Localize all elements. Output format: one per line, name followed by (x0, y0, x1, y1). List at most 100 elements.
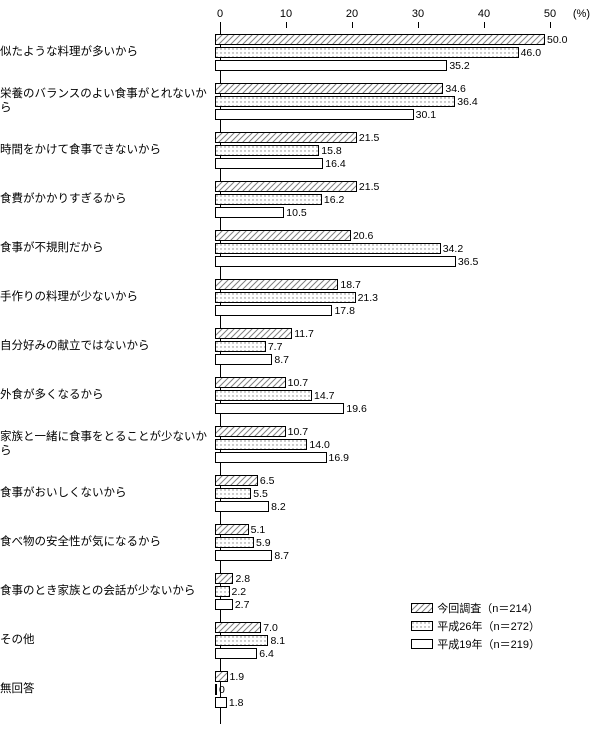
category-label: その他 (0, 634, 215, 648)
bar: 50.0 (215, 34, 545, 45)
bar: 21.5 (215, 181, 357, 192)
bar: 21.5 (215, 132, 357, 143)
bar-value: 10.5 (286, 207, 306, 219)
category-label: 外食が多くなるから (0, 389, 215, 403)
legend: 今回調査（n＝214） 平成26年（n＝272） 平成19年（n＝219） (411, 598, 540, 654)
category-label: 自分好みの献立ではないから (0, 340, 215, 354)
bar-value: 8.7 (274, 550, 289, 562)
bar: 20.6 (215, 230, 351, 241)
category-row: 外食が多くなるから10.7 14.7 19.6 (0, 371, 590, 420)
bar-value: 5.1 (251, 524, 266, 536)
category-row: 食事が不規則だから20.634.236.5 (0, 224, 590, 273)
bar: 5.5 (215, 488, 251, 499)
bar: 8.2 (215, 501, 269, 512)
bar: 30.1 (215, 109, 414, 120)
bar: 46.0 (215, 47, 519, 58)
legend-label: 平成26年（n＝272） (437, 618, 540, 634)
category-row: 食べ物の安全性が気になるから5.15.98.7 (0, 518, 590, 567)
category-label: 手作りの料理が少ないから (0, 291, 215, 305)
bar-value: 6.4 (259, 648, 274, 660)
axis-unit: (%) (573, 8, 590, 20)
bar: 14.7 (215, 390, 312, 401)
bar-value: 0 (219, 684, 225, 696)
bar: 6.4 (215, 648, 257, 659)
bar-value: 15.8 (321, 145, 341, 157)
axis-tick: 0 (217, 8, 223, 20)
bar-value: 21.3 (358, 292, 378, 304)
bar-value: 16.9 (329, 452, 349, 464)
category-label: 時間をかけて食事できないから (0, 144, 215, 158)
category-row: 食費がかかりすぎるから21.516.210.5 (0, 175, 590, 224)
bar-value: 7.0 (263, 622, 278, 634)
category-row: 手作りの料理が少ないから18.7 21.3 17.8 (0, 273, 590, 322)
bar-group: 34.636.4 30.1 (215, 77, 590, 126)
bar: 10.7 (215, 377, 286, 388)
bar: 36.5 (215, 256, 456, 267)
bar: 18.7 (215, 279, 338, 290)
bar-value: 20.6 (353, 230, 373, 242)
bar: 16.9 (215, 452, 327, 463)
bar-value: 21.5 (359, 181, 379, 193)
bar-value: 50.0 (547, 34, 567, 46)
bar-value: 34.6 (445, 83, 465, 95)
category-label: 栄養のバランスのよい食事がとれないから (0, 88, 215, 116)
bar: 0 (215, 684, 217, 695)
bar: 15.8 (215, 145, 319, 156)
bar-value: 10.7 (288, 426, 308, 438)
category-row: 自分好みの献立ではないから11.77.78.7 (0, 322, 590, 371)
bar: 8.7 (215, 354, 272, 365)
axis-tick: 10 (280, 8, 292, 20)
bar-value: 35.2 (449, 60, 469, 72)
bar-value: 5.5 (253, 488, 268, 500)
bar-value: 6.5 (260, 475, 275, 487)
category-row: 食事がおいしくないから6.55.58.2 (0, 469, 590, 518)
bar-group: 10.714.016.9 (215, 420, 590, 469)
bar: 1.8 (215, 697, 227, 708)
bar-group: 21.515.816.4 (215, 126, 590, 175)
bar-chart: 01020304050(%) 似たような料理が多いから50.046.035.2栄… (0, 0, 600, 734)
bar: 2.2 (215, 586, 230, 597)
axis-tick: 40 (478, 8, 490, 20)
bar-value: 14.0 (309, 439, 329, 451)
legend-label: 平成19年（n＝219） (437, 636, 540, 652)
bar-value: 11.7 (294, 328, 314, 340)
bar-value: 2.7 (235, 599, 250, 611)
bar-value: 14.7 (314, 390, 334, 402)
bar-value: 17.8 (334, 305, 354, 317)
bar-value: 8.1 (270, 635, 285, 647)
bar-group: 6.55.58.2 (215, 469, 590, 518)
bar: 5.9 (215, 537, 254, 548)
bar: 7.0 (215, 622, 261, 633)
x-axis: 01020304050(%) (220, 8, 560, 28)
bar-value: 16.4 (325, 158, 345, 170)
legend-swatch (411, 603, 433, 613)
bar: 10.5 (215, 207, 284, 218)
category-row: 時間をかけて食事できないから21.515.816.4 (0, 126, 590, 175)
bar-group: 11.77.78.7 (215, 322, 590, 371)
bar-value: 30.1 (416, 109, 436, 121)
bar-group: 5.15.98.7 (215, 518, 590, 567)
legend-label: 今回調査（n＝214） (437, 600, 538, 616)
bar: 34.2 (215, 243, 441, 254)
bar: 16.4 (215, 158, 323, 169)
category-label: 食事のとき家族との会話が少ないから (0, 585, 215, 599)
bar-value: 46.0 (521, 47, 541, 59)
bar-group: 18.7 21.3 17.8 (215, 273, 590, 322)
bar: 10.7 (215, 426, 286, 437)
bar: 21.3 (215, 292, 356, 303)
bar-value: 8.2 (271, 501, 286, 513)
bar: 5.1 (215, 524, 249, 535)
bar-value: 2.2 (232, 586, 247, 598)
category-row: 無回答1.901.8 (0, 665, 590, 714)
legend-item: 平成19年（n＝219） (411, 636, 540, 652)
bar: 14.0 (215, 439, 307, 450)
bar-value: 36.5 (458, 256, 478, 268)
category-row: 似たような料理が多いから50.046.035.2 (0, 28, 590, 77)
category-label: 食費がかかりすぎるから (0, 193, 215, 207)
category-label: 家族と一緒に食事をとることが少ないから (0, 431, 215, 459)
bar: 36.4 (215, 96, 455, 107)
legend-swatch (411, 639, 433, 649)
bar-value: 19.6 (346, 403, 366, 415)
category-label: 食事がおいしくないから (0, 487, 215, 501)
category-row: 栄養のバランスのよい食事がとれないから 34.636.4 30.1 (0, 77, 590, 126)
